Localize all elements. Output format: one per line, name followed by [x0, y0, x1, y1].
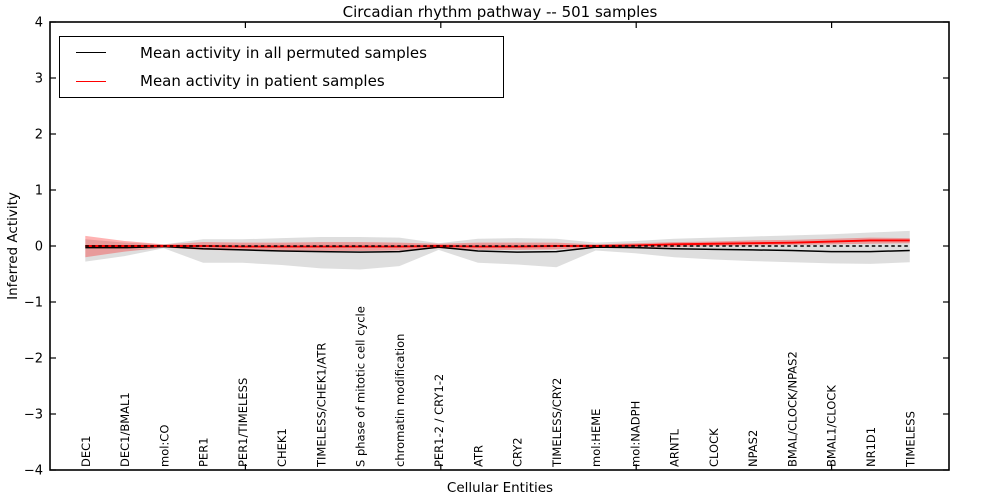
- y-tick-label: 1: [35, 184, 43, 199]
- legend-entry-patient: Mean activity in patient samples: [60, 68, 503, 94]
- patient-line-icon: [76, 80, 106, 82]
- y-tick-label: −3: [24, 408, 43, 423]
- legend-entry-permuted: Mean activity in all permuted samples: [60, 40, 503, 66]
- chart-title: Circadian rhythm pathway -- 501 samples: [342, 3, 658, 21]
- y-tick-label: 2: [35, 128, 43, 143]
- x-category-label: BMAL1/CLOCK: [825, 385, 839, 467]
- x-category-label: CHEK1: [275, 428, 289, 467]
- legend-label-patient: Mean activity in patient samples: [140, 72, 385, 91]
- series-line-permuted: [85, 245, 910, 253]
- x-category-label: S phase of mitotic cell cycle: [354, 306, 368, 467]
- permuted-line-icon: [76, 52, 106, 54]
- x-category-label: NR1D1: [864, 427, 878, 467]
- y-tick-label: 4: [35, 16, 43, 31]
- x-category-label: ATR: [471, 445, 485, 467]
- x-category-label: TIMELESS: [903, 411, 917, 468]
- x-category-label: chromatin modification: [393, 334, 407, 467]
- x-category-label: PER1: [197, 437, 211, 467]
- x-category-label: PER1/TIMELESS: [236, 378, 250, 467]
- x-category-label: CRY2: [511, 437, 525, 467]
- x-category-label: mol:HEME: [589, 409, 603, 467]
- x-category-label: DEC1/BMAL1: [118, 392, 132, 467]
- x-category-label: PER1-2 / CRY1-2: [432, 374, 446, 467]
- x-category-label: NPAS2: [746, 430, 760, 467]
- x-category-label: BMAL/CLOCK/NPAS2: [785, 351, 799, 467]
- permuted-samples-band: [85, 230, 910, 270]
- x-category-label: TIMELESS/CHEK1/ATR: [314, 343, 328, 468]
- y-tick-label: 3: [35, 72, 43, 87]
- x-category-label: ARNTL: [668, 429, 682, 467]
- y-tick-label: −4: [24, 464, 43, 479]
- legend-label-permuted: Mean activity in all permuted samples: [140, 43, 427, 62]
- y-tick-label: 0: [35, 240, 43, 255]
- y-tick-label: −1: [24, 296, 43, 311]
- x-axis-label: Cellular Entities: [446, 480, 554, 496]
- x-category-label: CLOCK: [707, 428, 721, 467]
- x-category-label: mol:NADPH: [628, 401, 642, 467]
- y-axis-label: Inferred Activity: [5, 192, 21, 300]
- y-tick-label: −2: [24, 352, 43, 367]
- x-category-label: DEC1: [79, 436, 93, 467]
- x-category-label: TIMELESS/CRY2: [550, 378, 564, 468]
- legend: Mean activity in all permuted samples Me…: [59, 36, 504, 98]
- x-category-label: mol:CO: [157, 425, 171, 467]
